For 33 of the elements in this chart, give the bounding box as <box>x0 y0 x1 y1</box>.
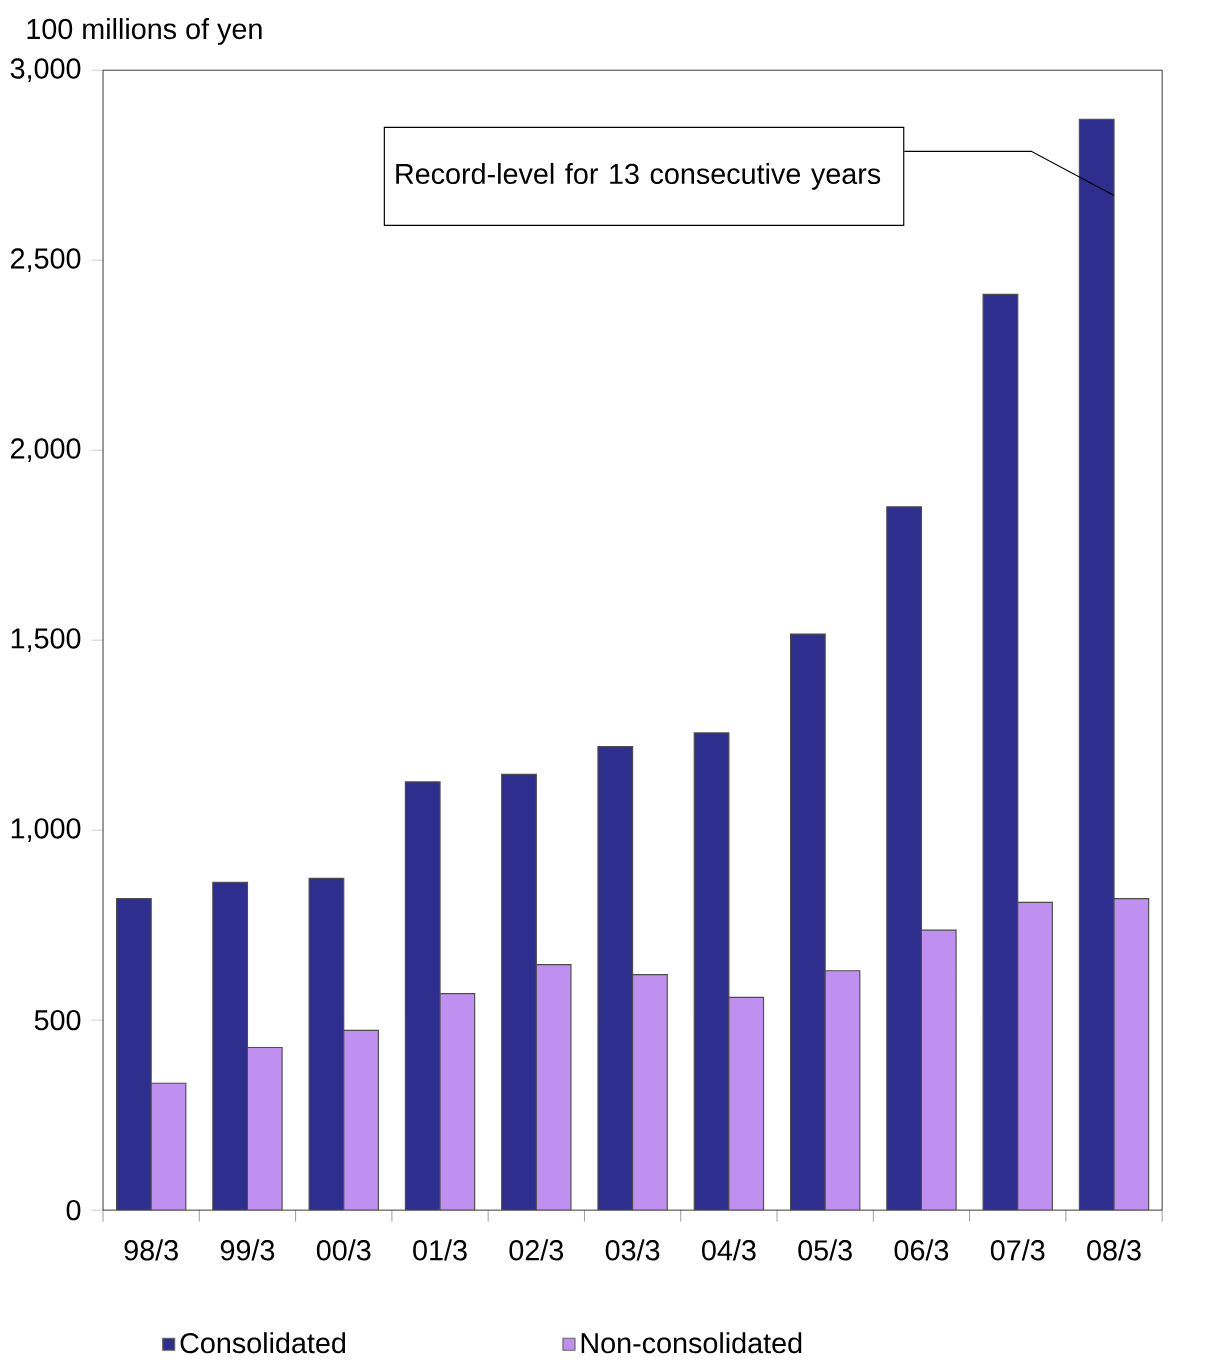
bar <box>150 1082 187 1211</box>
x-tick-label: 99/3 <box>220 1239 275 1261</box>
x-tick-label: 03/3 <box>605 1239 660 1261</box>
x-tick-label: 02/3 <box>509 1239 563 1261</box>
x-tick-label: 98/3 <box>124 1239 178 1261</box>
bar <box>535 964 572 1211</box>
y-tick-label: 0 <box>66 1199 81 1221</box>
x-tick-label: 00/3 <box>316 1239 371 1261</box>
bar <box>343 1029 379 1211</box>
legend-label: Non-consolidated <box>581 1332 802 1354</box>
annotation: Record-level for 13 consecutive years <box>396 162 881 190</box>
y-tick-label: 500 <box>34 1009 81 1031</box>
y-tick-label: 3,000 <box>10 58 81 83</box>
x-tick-label: 04/3 <box>701 1239 756 1261</box>
x-tick-label: 07/3 <box>990 1239 1045 1261</box>
bar <box>246 1046 283 1211</box>
x-tick-label: 01/3 <box>413 1239 467 1261</box>
bar <box>824 970 861 1211</box>
bar <box>439 992 476 1211</box>
y-tick-label: 2,000 <box>10 438 81 463</box>
bar <box>1113 897 1150 1211</box>
bar <box>728 996 764 1211</box>
y-axis-title: 100 millions of yen <box>27 18 262 45</box>
y-tick-label: 2,500 <box>10 248 81 273</box>
legend-label: Consolidated <box>180 1332 345 1354</box>
bar <box>631 973 668 1211</box>
bar <box>1017 901 1053 1211</box>
y-tick-label: 1,000 <box>11 818 81 843</box>
bar <box>920 929 957 1211</box>
x-tick-label: 08/3 <box>1087 1239 1141 1261</box>
x-tick-label: 05/3 <box>798 1239 852 1261</box>
y-tick-label: 1,500 <box>11 628 81 653</box>
x-tick-label: 06/3 <box>894 1239 949 1261</box>
